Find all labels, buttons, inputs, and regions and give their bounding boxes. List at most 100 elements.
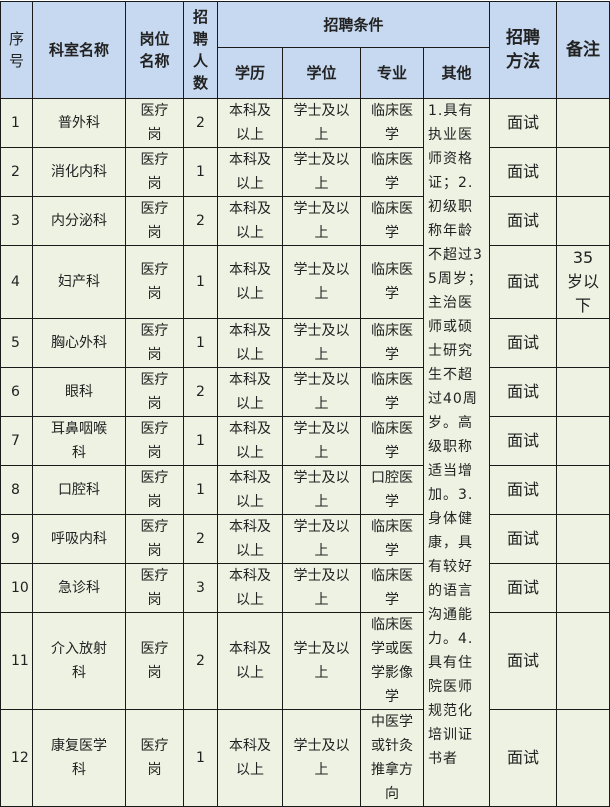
- cell-count: 2: [183, 612, 218, 710]
- cell-degree: 学士及以上: [282, 147, 361, 197]
- table-row: 1 普外科 医疗岗 2 本科及以上 学士及以上 临床医学 1.具有执业医师资格证；2.初级职称…: [0, 98, 610, 807]
- cell-count: 1: [183, 416, 218, 466]
- header-dept: 科室名称: [32, 1, 126, 99]
- cell-remark: [556, 709, 610, 807]
- cell-method: 面试: [489, 612, 558, 710]
- cell-post: 医疗岗: [125, 709, 184, 807]
- cell-method: 面试: [489, 416, 558, 466]
- cell-degree: 学士及以上: [282, 367, 361, 417]
- table-row: 5 胸心外科 医疗岗 1 本科及以上 学士及以上 临床医学 面试: [0, 318, 610, 368]
- table-row: 8 口腔科 医疗岗 1 本科及以上 学士及以上 口腔医学 面试: [0, 465, 610, 515]
- cell-degree: 学士及以上: [282, 514, 361, 564]
- cell-seq: 3: [0, 196, 33, 246]
- cell-method: 面试: [489, 245, 558, 319]
- cell-dept: 眼科: [32, 367, 126, 417]
- table-row: 11 介入放射科 医疗岗 2 本科及以上 学士及以上 临床医学或医学影像学 面试: [0, 612, 610, 710]
- cell-major: 临床医学: [360, 367, 424, 417]
- table-row: 12 康复医学科 医疗岗 1 本科及以上 学士及以上 中医学或针灸推拿方向 面试: [0, 709, 610, 807]
- cell-post: 医疗岗: [125, 367, 184, 417]
- cell-edu: 本科及以上: [217, 612, 283, 710]
- cell-edu: 本科及以上: [217, 709, 283, 807]
- cell-post: 医疗岗: [125, 318, 184, 368]
- cell-method: 面试: [489, 147, 558, 197]
- cell-degree: 学士及以上: [282, 98, 361, 148]
- cell-post: 医疗岗: [125, 98, 184, 148]
- cell-seq: 11: [0, 612, 33, 710]
- header-degree: 学位: [282, 47, 361, 99]
- cell-post: 医疗岗: [125, 147, 184, 197]
- table-row: 9 呼吸内科 医疗岗 2 本科及以上 学士及以上 临床医学 面试: [0, 514, 610, 564]
- cell-count: 2: [183, 514, 218, 564]
- cell-dept: 内分泌科: [32, 196, 126, 246]
- cell-count: 1: [183, 318, 218, 368]
- cell-major: 临床医学: [360, 245, 424, 319]
- header-edu: 学历: [217, 47, 283, 99]
- cell-remark: [556, 196, 610, 246]
- cell-remark: [556, 514, 610, 564]
- cell-degree: 学士及以上: [282, 465, 361, 515]
- cell-count: 3: [183, 563, 218, 613]
- table-row: 6 眼科 医疗岗 2 本科及以上 学士及以上 临床医学 面试: [0, 367, 610, 417]
- cell-count: 2: [183, 367, 218, 417]
- cell-post: 医疗岗: [125, 563, 184, 613]
- cell-post: 医疗岗: [125, 514, 184, 564]
- cell-seq: 5: [0, 318, 33, 368]
- cell-dept: 口腔科: [32, 465, 126, 515]
- cell-method: 面试: [489, 318, 558, 368]
- cell-major: 临床医学: [360, 563, 424, 613]
- cell-post: 医疗岗: [125, 245, 184, 319]
- cell-method: 面试: [489, 196, 558, 246]
- cell-method: 面试: [489, 367, 558, 417]
- cell-dept: 耳鼻咽喉科: [32, 416, 126, 466]
- cell-edu: 本科及以上: [217, 514, 283, 564]
- cell-seq: 7: [0, 416, 33, 466]
- cell-remark: [556, 465, 610, 515]
- cell-remark: [556, 98, 610, 148]
- cell-count: 2: [183, 196, 218, 246]
- cell-other-requirements: 1.具有执业医师资格证；2.初级职称年龄不超过35周岁；主治医师或硕士研究生不超…: [422, 98, 491, 807]
- cell-remark: [556, 367, 610, 417]
- cell-major: 临床医学: [360, 416, 424, 466]
- cell-count: 1: [183, 709, 218, 807]
- cell-count: 1: [183, 245, 218, 319]
- cell-count: 2: [183, 98, 218, 148]
- cell-major: 临床医学: [360, 98, 424, 148]
- cell-dept: 呼吸内科: [32, 514, 126, 564]
- cell-dept: 康复医学科: [32, 709, 126, 807]
- header-post: 岗位名称: [125, 1, 184, 99]
- header-conditions: 招聘条件: [216, 1, 491, 48]
- header-remark: 备注: [556, 1, 610, 99]
- cell-seq: 2: [0, 147, 33, 197]
- cell-method: 面试: [489, 709, 558, 807]
- cell-edu: 本科及以上: [217, 318, 283, 368]
- cell-method: 面试: [489, 514, 558, 564]
- cell-edu: 本科及以上: [217, 245, 283, 319]
- cell-remark: [556, 416, 610, 466]
- cell-major: 口腔医学: [360, 465, 424, 515]
- cell-major: 临床医学或医学影像学: [360, 612, 424, 710]
- header-count: 招聘人数: [183, 1, 218, 99]
- cell-count: 1: [183, 465, 218, 515]
- table-row: 4 妇产科 医疗岗 1 本科及以上 学士及以上 临床医学 面试 35岁以下: [0, 245, 610, 319]
- cell-seq: 6: [0, 367, 33, 417]
- cell-remark: 35岁以下: [556, 245, 610, 319]
- cell-edu: 本科及以上: [217, 147, 283, 197]
- cell-edu: 本科及以上: [217, 196, 283, 246]
- cell-major: 中医学或针灸推拿方向: [360, 709, 424, 807]
- table-row: 2 消化内科 医疗岗 1 本科及以上 学士及以上 临床医学 面试: [0, 147, 610, 197]
- cell-degree: 学士及以上: [282, 709, 361, 807]
- header-seq: 序号: [0, 1, 33, 99]
- cell-dept: 妇产科: [32, 245, 126, 319]
- cell-degree: 学士及以上: [282, 318, 361, 368]
- cell-seq: 9: [0, 514, 33, 564]
- cell-major: 临床医学: [360, 147, 424, 197]
- cell-seq: 4: [0, 245, 33, 319]
- cell-edu: 本科及以上: [217, 367, 283, 417]
- table-row: 10 急诊科 医疗岗 3 本科及以上 学士及以上 临床医学 面试: [0, 563, 610, 613]
- cell-degree: 学士及以上: [282, 563, 361, 613]
- cell-method: 面试: [489, 465, 558, 515]
- cell-dept: 介入放射科: [32, 612, 126, 710]
- cell-remark: [556, 147, 610, 197]
- cell-method: 面试: [489, 563, 558, 613]
